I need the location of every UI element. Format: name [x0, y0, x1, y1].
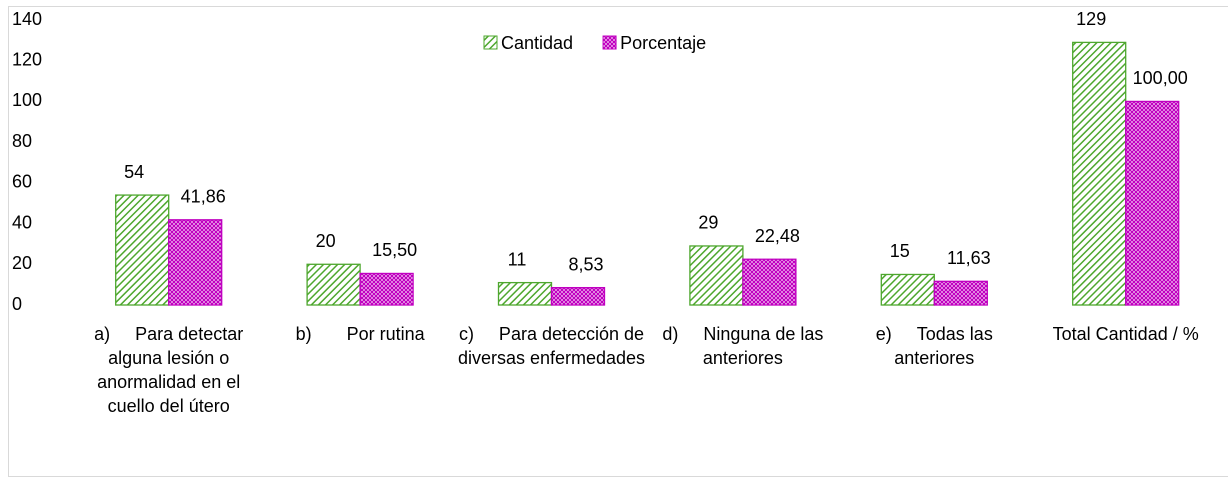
data-label: 100,00 — [1133, 68, 1188, 88]
bar — [497, 281, 553, 306]
x-tick-label: b) Por rutina — [295, 324, 425, 344]
legend-swatch — [483, 35, 498, 50]
chart-frame — [8, 6, 1228, 477]
data-label: 11,63 — [947, 248, 991, 268]
y-tick-label: 20 — [12, 253, 32, 273]
bar — [742, 258, 797, 306]
bar — [115, 194, 170, 306]
bar — [1072, 41, 1127, 306]
y-tick-label: 60 — [12, 172, 32, 192]
y-tick-label: 140 — [12, 9, 42, 29]
data-label: 20 — [316, 231, 336, 251]
bar — [880, 273, 935, 306]
legend-label: Cantidad — [501, 33, 573, 53]
x-tick-label: c) Para detección de diversas enfermedad… — [457, 324, 646, 368]
bar — [933, 280, 988, 306]
y-tick-label: 120 — [12, 49, 42, 69]
y-tick-label: 80 — [12, 131, 32, 151]
bar — [1125, 100, 1180, 306]
data-label: 129 — [1076, 9, 1106, 29]
legend-swatch — [602, 35, 617, 50]
y-tick-label: 0 — [12, 294, 22, 314]
data-label: 54 — [124, 162, 144, 182]
x-tick-label: Total Cantidad / % — [1052, 324, 1199, 344]
legend-label: Porcentaje — [620, 33, 706, 53]
bar — [359, 272, 414, 306]
data-label: 41,86 — [181, 187, 226, 207]
x-tick-label: e) Todas las anteriores — [875, 324, 993, 368]
bar — [168, 219, 223, 306]
bar — [689, 245, 744, 306]
y-tick-label: 40 — [12, 212, 32, 232]
x-tick-label: a) Para detectar alguna lesión o anormal… — [94, 324, 244, 416]
data-label: 15 — [890, 241, 910, 261]
data-label: 11 — [508, 249, 527, 269]
x-tick-label: d) Ninguna de las anteriores — [662, 324, 824, 368]
data-label: 8,53 — [568, 254, 603, 274]
data-label: 22,48 — [755, 226, 800, 246]
bar — [306, 263, 361, 306]
data-label: 29 — [698, 213, 718, 233]
bar — [550, 286, 606, 306]
y-tick-label: 100 — [12, 90, 42, 110]
data-label: 15,50 — [372, 240, 417, 260]
